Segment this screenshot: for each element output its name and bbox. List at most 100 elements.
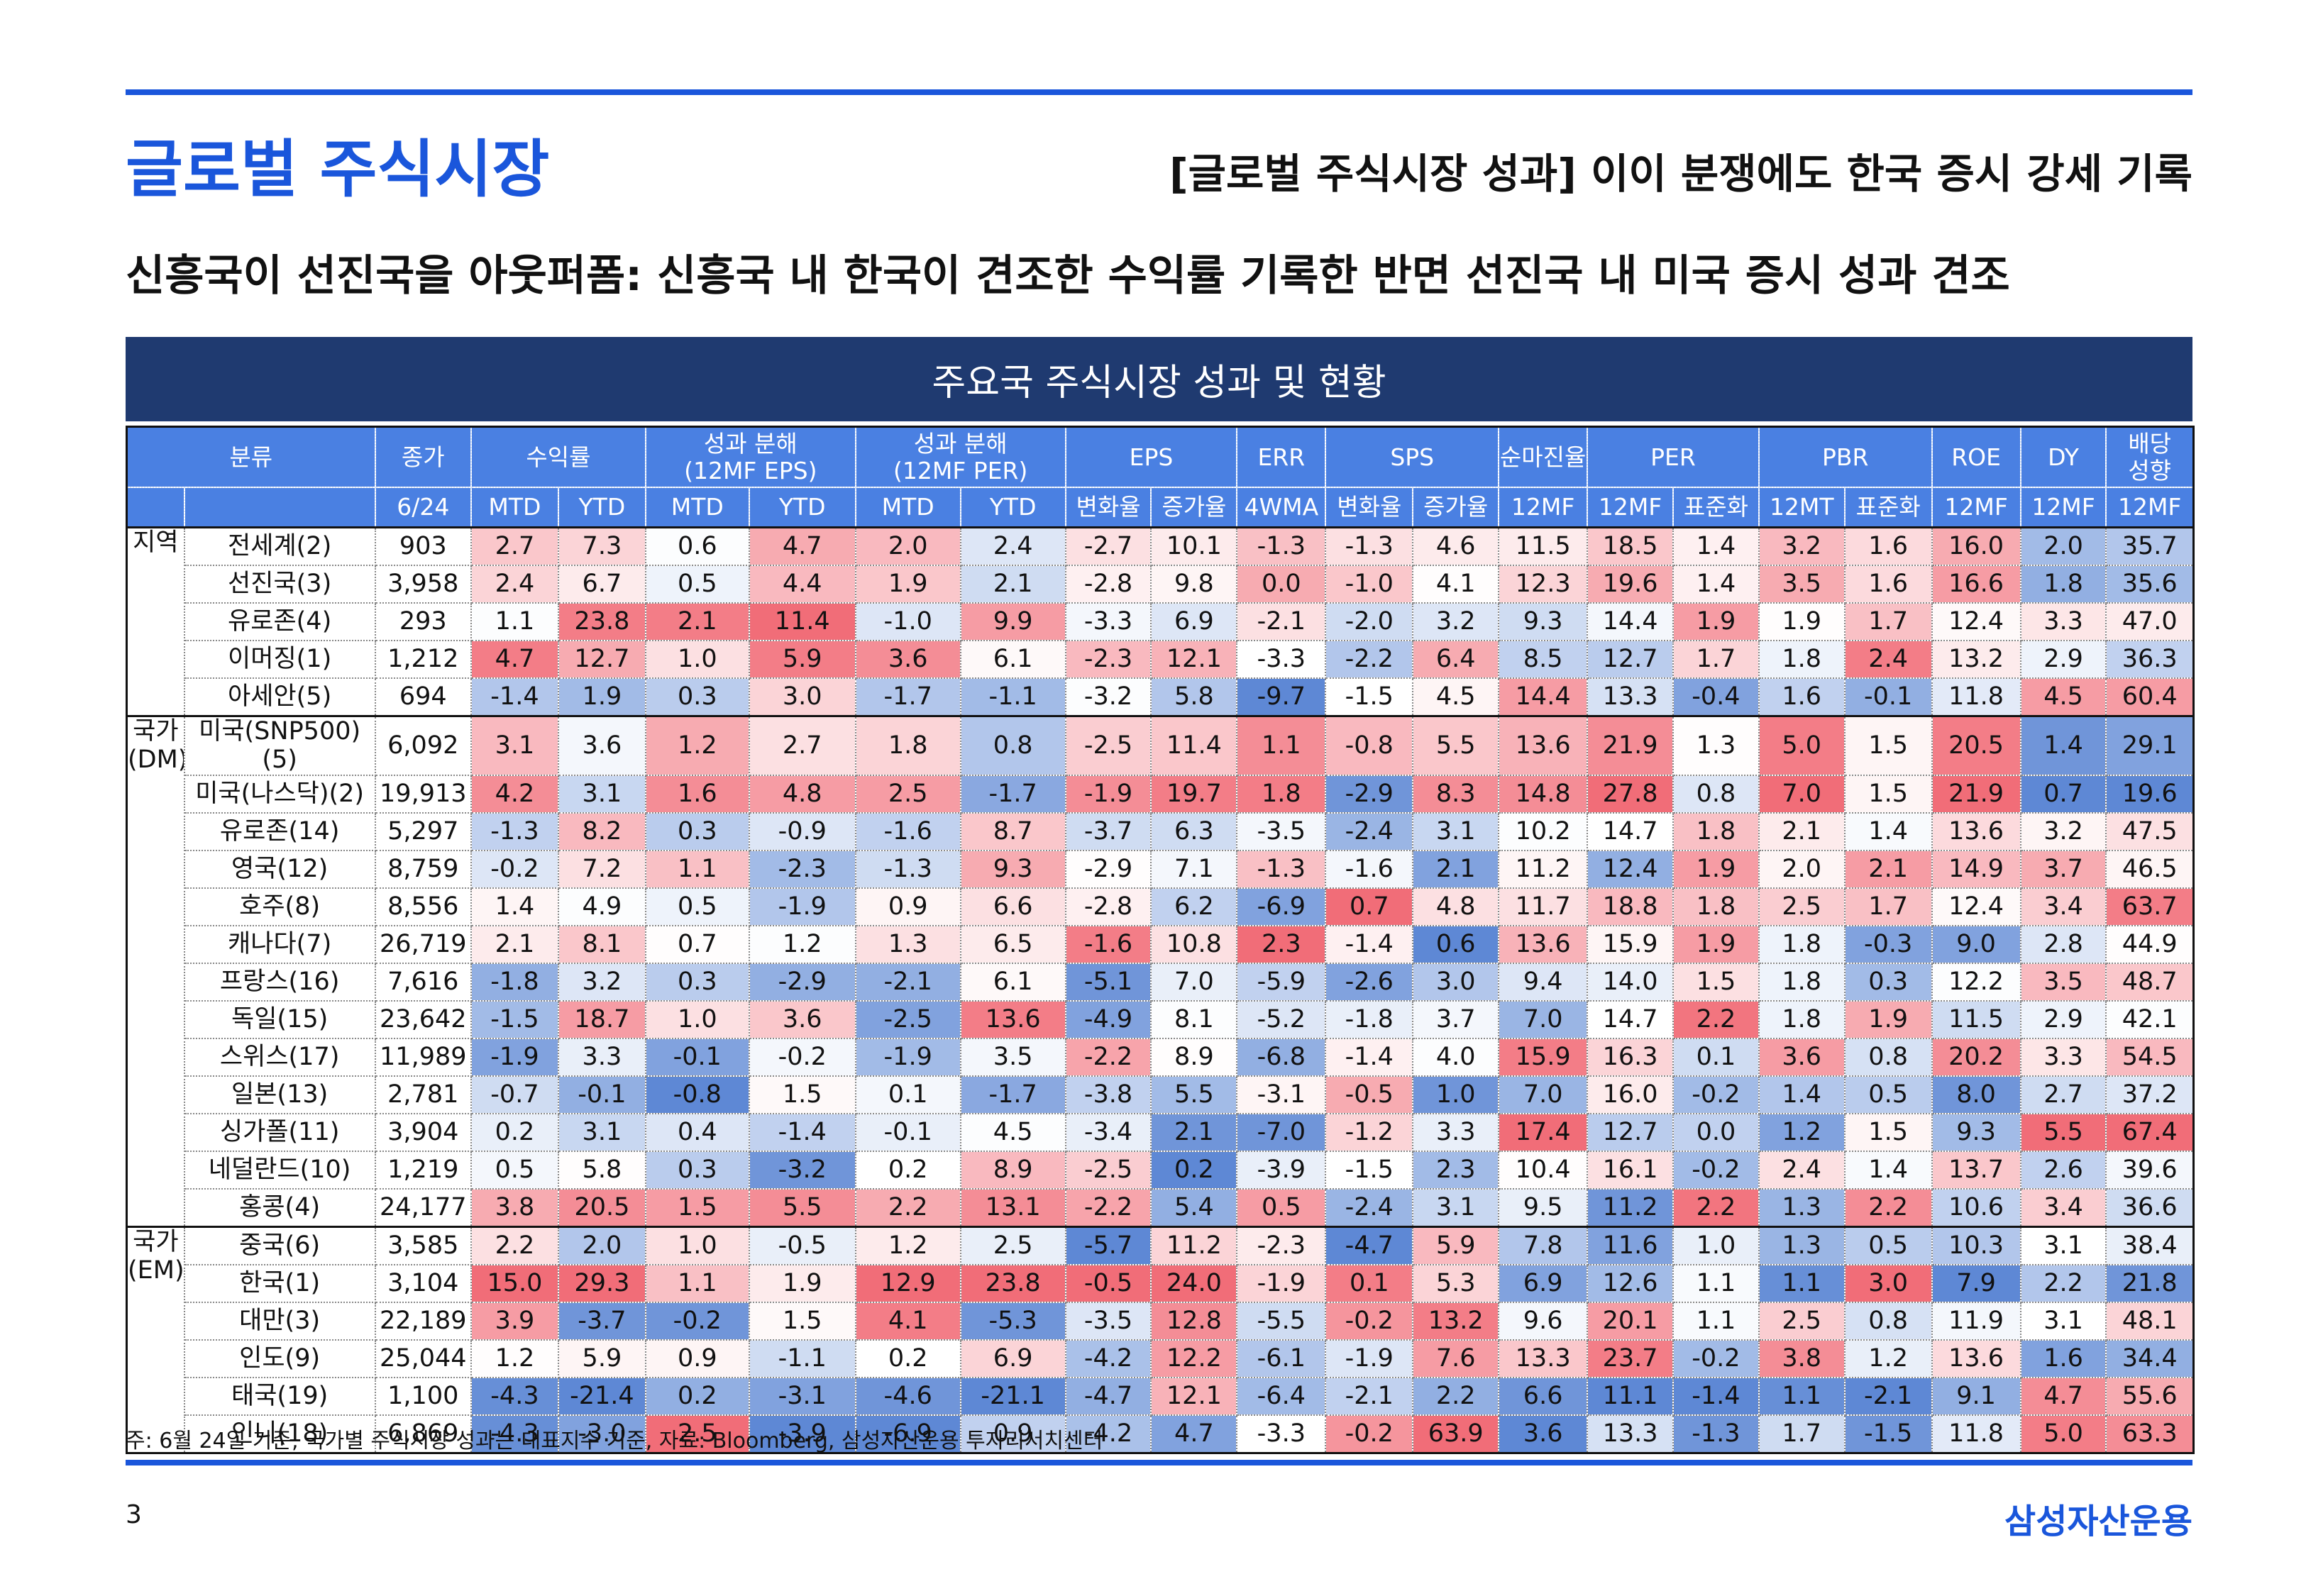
value-cell: 10.4 — [1498, 1150, 1589, 1190]
value-cell: 2,781 — [374, 1075, 472, 1114]
value-cell: -3.7 — [557, 1301, 646, 1341]
value-cell: -2.9 — [1064, 849, 1152, 889]
value-cell: 1.2 — [470, 1339, 559, 1378]
value-cell: 18.8 — [1587, 887, 1674, 926]
value-cell: 12.3 — [1498, 565, 1589, 604]
value-cell: -2.5 — [1064, 715, 1152, 776]
value-cell: 2.7 — [470, 526, 559, 566]
value-cell: 23,642 — [374, 999, 472, 1039]
value-cell: 5.5 — [2019, 1112, 2107, 1152]
value-cell: 6.6 — [959, 887, 1066, 926]
value-cell: 1.5 — [1843, 1112, 1933, 1152]
value-cell: 21.9 — [1931, 774, 2021, 814]
value-cell: 29.1 — [2105, 715, 2195, 776]
value-cell: 3.1 — [2019, 1301, 2107, 1341]
value-cell: 0.5 — [1843, 1225, 1933, 1265]
value-cell: 7.0 — [1150, 962, 1238, 1002]
value-cell: 14.4 — [1498, 677, 1589, 717]
value-cell: 1.4 — [1672, 565, 1760, 604]
value-cell: -3.8 — [1064, 1075, 1152, 1114]
value-cell: 2.1 — [1758, 811, 1846, 851]
bottom-rule — [126, 1460, 2192, 1465]
value-cell: 1.0 — [644, 640, 750, 679]
value-cell: 3,958 — [374, 565, 472, 604]
value-cell: 694 — [374, 677, 472, 717]
value-cell: 4.5 — [2019, 677, 2107, 717]
value-cell: 7.9 — [1931, 1263, 2021, 1303]
value-cell: 0.1 — [1325, 1263, 1414, 1303]
value-cell: 20.5 — [557, 1187, 646, 1227]
value-cell: 1.2 — [1843, 1339, 1933, 1378]
value-cell: 2.3 — [1412, 1150, 1500, 1190]
value-cell: 2.1 — [470, 924, 559, 964]
group-label: 지역 — [126, 526, 185, 717]
value-cell: 13.2 — [1412, 1301, 1500, 1341]
value-cell: 3,904 — [374, 1112, 472, 1152]
value-cell: 7.6 — [1412, 1339, 1500, 1378]
value-cell: 18.7 — [557, 999, 646, 1039]
value-cell: -1.9 — [748, 887, 856, 926]
table-row: 싱가폴(11) 3,904 0.2 3.1 0.4 -1.4 -0.1 4.5 -3.4 2.1-… — [127, 1112, 2195, 1152]
value-cell: 8,556 — [374, 887, 472, 926]
value-cell: 6.9 — [1498, 1263, 1589, 1303]
value-cell: 7.1 — [1150, 849, 1238, 889]
value-cell: -1.7 — [959, 774, 1066, 814]
value-cell: 67.4 — [2105, 1112, 2195, 1152]
value-cell: 4.8 — [1412, 887, 1500, 926]
value-cell: 1.2 — [1758, 1112, 1846, 1152]
value-cell: 8.7 — [959, 811, 1066, 851]
value-cell: 1.4 — [1672, 526, 1760, 566]
value-cell: 24,177 — [374, 1187, 472, 1227]
value-cell: 11.9 — [1931, 1301, 2021, 1341]
value-cell: 0.2 — [1150, 1150, 1238, 1190]
value-cell: 1.4 — [2019, 715, 2107, 776]
value-cell: 1.6 — [2019, 1339, 2107, 1378]
value-cell: 14.4 — [1587, 602, 1674, 641]
value-cell: 16.0 — [1587, 1075, 1674, 1114]
column-subheader: MTD — [854, 487, 961, 528]
value-cell: -2.1 — [854, 962, 961, 1002]
value-cell: 25,044 — [374, 1339, 472, 1378]
value-cell: 0.8 — [959, 715, 1066, 776]
value-cell: 2.0 — [2019, 526, 2107, 566]
value-cell: 3.8 — [1758, 1339, 1846, 1378]
value-cell: -1.5 — [1325, 1150, 1414, 1190]
table-row: 미국(나스닥)(2) 19,913 4.2 3.1 1.6 4.8 2.5 -1.7 -1.9 1… — [127, 774, 2195, 814]
value-cell: 1.1 — [470, 602, 559, 641]
value-cell: 13.6 — [1498, 924, 1589, 964]
value-cell: 15.9 — [1587, 924, 1674, 964]
value-cell: 12.4 — [1931, 602, 2021, 641]
value-cell: 4.1 — [1412, 565, 1500, 604]
value-cell: 1.2 — [644, 715, 750, 776]
value-cell: -9.7 — [1236, 677, 1327, 717]
value-cell: -0.1 — [644, 1037, 750, 1077]
row-name: 인도(9) — [183, 1339, 376, 1378]
value-cell: 2.7 — [748, 715, 856, 776]
value-cell: 1.9 — [557, 677, 646, 717]
value-cell: 2.1 — [644, 602, 750, 641]
value-cell: 1.8 — [1758, 999, 1846, 1039]
value-cell: -0.2 — [1325, 1301, 1414, 1341]
value-cell: 9.3 — [1931, 1112, 2021, 1152]
value-cell: 1.9 — [854, 565, 961, 604]
value-cell: 2.0 — [557, 1225, 646, 1265]
value-cell: 11.7 — [1498, 887, 1589, 926]
value-cell: 2.9 — [2019, 999, 2107, 1039]
page-number: 3 — [126, 1500, 142, 1529]
row-name: 일본(13) — [183, 1075, 376, 1114]
value-cell: 5.5 — [748, 1187, 856, 1227]
value-cell: 12.7 — [1587, 640, 1674, 679]
value-cell: 13.3 — [1587, 677, 1674, 717]
value-cell: 0.3 — [1843, 962, 1933, 1002]
row-name: 유로존(4) — [183, 602, 376, 641]
value-cell: 1.9 — [1672, 849, 1760, 889]
value-cell: 10.1 — [1150, 526, 1238, 566]
value-cell: 11,989 — [374, 1037, 472, 1077]
value-cell: 14.8 — [1498, 774, 1589, 814]
value-cell: 23.8 — [557, 602, 646, 641]
value-cell: -1.3 — [1236, 849, 1327, 889]
value-cell: 1.0 — [1672, 1225, 1760, 1265]
value-cell: 16.1 — [1587, 1150, 1674, 1190]
value-cell: 9.1 — [1931, 1376, 2021, 1416]
value-cell: 8.1 — [1150, 999, 1238, 1039]
